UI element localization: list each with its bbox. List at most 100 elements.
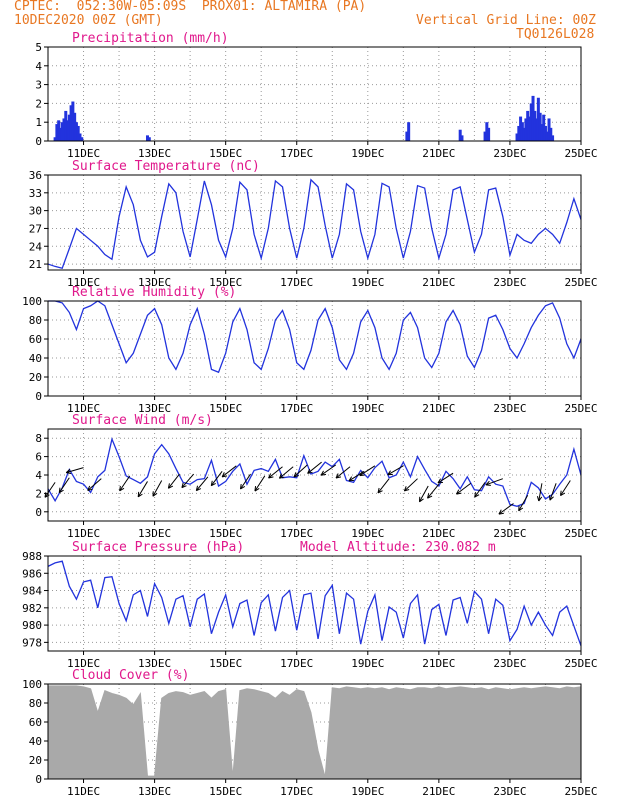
precipitation-bar (64, 110, 68, 141)
precipitation-bar (458, 129, 462, 141)
relative-humidity-ytick-label: 80 (29, 314, 42, 327)
precipitation-xtick-label: 19DEC (351, 147, 384, 160)
precipitation-bar (551, 135, 555, 141)
surface-wind-wind-arrow-head (254, 485, 257, 492)
surface-temperature-title: Surface Temperature (nC) (72, 159, 260, 174)
surface-wind-xtick-label: 15DEC (209, 527, 242, 540)
surface-temperature-xtick-label: 13DEC (138, 276, 171, 289)
surface-pressure-ytick-label: 980 (22, 619, 42, 632)
surface-wind-wind-arrow-head (474, 492, 477, 498)
precipitation-ytick-label: 5 (35, 41, 42, 54)
surface-wind-ytick-label: 4 (35, 469, 42, 482)
surface-wind-series-line (47, 436, 582, 507)
surface-wind-wind-arrow-head (335, 476, 342, 479)
surface-wind-wind-arrow-head (137, 493, 143, 498)
surface-temperature-ytick-label: 21 (29, 258, 42, 271)
relative-humidity-frame (47, 300, 582, 397)
surface-wind-wind-arrow-head (485, 484, 491, 486)
precipitation-bar (80, 137, 84, 141)
cloud-cover-xtick-label: 25DEC (564, 785, 597, 798)
relative-humidity-ytick-label: 100 (22, 295, 42, 308)
surface-wind-wind-arrow (538, 483, 543, 502)
surface-pressure-title: Surface Pressure (hPa) (72, 540, 244, 555)
surface-wind-wind-arrow-head (377, 487, 380, 493)
surface-wind-wind-arrow-head (87, 485, 91, 491)
surface-wind-wind-arrow-head (560, 492, 566, 497)
surface-wind-wind-arrow (279, 466, 294, 479)
surface-wind-wind-arrow (137, 481, 148, 498)
surface-wind-wind-arrow (437, 472, 454, 484)
precipitation-bar (535, 118, 539, 141)
surface-wind-wind-arrow (240, 473, 251, 490)
precipitation-bar (57, 120, 61, 141)
precipitation-xtick-label: 23DEC (493, 147, 526, 160)
precipitation-bar (549, 127, 553, 141)
relative-humidity-series-line (48, 300, 582, 374)
precipitation-title: Precipitation (mm/h) (72, 31, 229, 46)
cloud-cover-xtick-label: 23DEC (493, 785, 526, 798)
surface-wind-wind-arrow-head (196, 488, 202, 492)
precipitation-bar (78, 133, 82, 141)
surface-wind-wind-arrow (335, 466, 351, 479)
surface-wind-ytick-label: 8 (35, 432, 42, 445)
precipitation-bar (460, 135, 464, 141)
surface-wind-wind-arrow (167, 473, 180, 489)
precipitation-ytick-label: 0 (35, 135, 42, 148)
cloud-cover-ytick-label: 60 (29, 716, 42, 729)
relative-humidity-ytick-label: 0 (35, 390, 42, 403)
precipitation-bar (524, 118, 528, 141)
surface-wind-wind-arrow (268, 466, 283, 479)
precipitation-bar (62, 118, 66, 141)
surface-pressure-series-line (47, 560, 582, 647)
surface-wind-wind-arrow (456, 482, 472, 495)
surface-wind-wind-arrow (377, 478, 390, 494)
surface-wind-wind-arrow-head (403, 486, 407, 492)
surface-wind-wind-arrow-head (437, 481, 444, 484)
surface-temperature-xtick-label: 11DEC (67, 276, 100, 289)
cloud-cover-ytick-label: 80 (29, 697, 42, 710)
surface-wind-wind-arrow-head (222, 475, 228, 478)
precipitation-bar (71, 101, 75, 141)
surface-wind-wind-arrow-head (419, 498, 424, 503)
surface-wind-wind-arrow-head (44, 492, 47, 498)
surface-temperature-frame (47, 174, 582, 271)
surface-wind-wind-arrow-head (456, 489, 460, 495)
surface-pressure-xtick-label: 11DEC (67, 657, 100, 670)
relative-humidity-ytick-label: 20 (29, 371, 42, 384)
surface-wind-wind-arrow (485, 478, 503, 486)
precipitation-bar (60, 122, 64, 141)
relative-humidity-xtick-label: 21DEC (422, 402, 455, 415)
surface-wind-wind-arrow-head (210, 480, 213, 486)
surface-wind-wind-arrow-head (119, 487, 125, 492)
precipitation-bar (547, 118, 551, 141)
precipitation-xtick-label: 25DEC (564, 147, 597, 160)
surface-wind-wind-arrow (518, 494, 529, 512)
surface-wind-xtick-label: 19DEC (351, 527, 384, 540)
surface-wind-ytick-label: 2 (35, 487, 42, 500)
surface-wind-wind-arrow-head (348, 479, 355, 482)
precipitation-bar (55, 124, 59, 141)
precipitation-bar (407, 122, 411, 141)
surface-wind-wind-arrow (498, 503, 514, 515)
precipitation-xtick-label: 13DEC (138, 147, 171, 160)
surface-wind-wind-arrow (560, 480, 571, 496)
surface-temperature-xtick-label: 17DEC (280, 276, 313, 289)
relative-humidity-ytick-label: 60 (29, 333, 42, 346)
surface-wind-wind-arrow (181, 473, 195, 488)
surface-wind-xtick-label: 17DEC (280, 527, 313, 540)
precipitation-bar (543, 125, 547, 141)
cloud-cover-ytick-label: 0 (35, 773, 42, 786)
relative-humidity-xtick-label: 13DEC (138, 402, 171, 415)
surface-wind-wind-arrow-head (348, 476, 353, 482)
surface-wind-wind-arrow-head (58, 487, 61, 493)
surface-wind-wind-arrow-head (152, 492, 158, 497)
surface-wind-wind-arrow (474, 482, 486, 498)
precipitation-bar (145, 135, 149, 141)
precipitation-bar (405, 131, 409, 141)
surface-wind-wind-arrow (254, 475, 266, 492)
surface-wind-wind-arrow (419, 485, 429, 503)
surface-wind-wind-arrow-head (498, 509, 502, 515)
surface-wind-wind-arrow-head (437, 478, 442, 484)
surface-pressure-xtick-label: 19DEC (351, 657, 384, 670)
